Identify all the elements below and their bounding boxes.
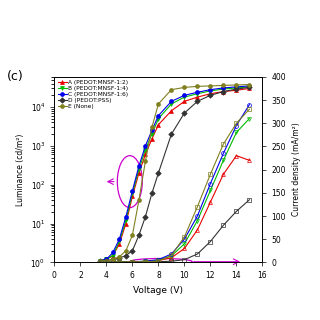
Line: D (PEDOT:PSS): D (PEDOT:PSS) [98, 85, 251, 263]
E (None) [156, 102, 160, 106]
D (PEDOT:PSS) [111, 257, 115, 261]
A (PEDOT:MNSF-1:2) [150, 137, 154, 141]
B (PEDOT:MNSF-1:4) [117, 239, 121, 243]
E (None) [247, 83, 251, 86]
E (None) [124, 249, 128, 252]
C (PEDOT:MNSF-1:6) [247, 84, 251, 88]
C (PEDOT:MNSF-1:6) [111, 251, 115, 254]
E (None) [235, 83, 238, 87]
A (PEDOT:MNSF-1:2) [156, 123, 160, 127]
A (PEDOT:MNSF-1:2) [182, 100, 186, 103]
D (PEDOT:PSS) [170, 132, 173, 136]
B (PEDOT:MNSF-1:4) [150, 132, 154, 136]
B (PEDOT:MNSF-1:4) [247, 85, 251, 89]
E (None) [105, 259, 108, 263]
D (PEDOT:PSS) [235, 87, 238, 91]
B (PEDOT:MNSF-1:4) [111, 254, 115, 258]
A (PEDOT:MNSF-1:2) [117, 242, 121, 246]
D (PEDOT:PSS) [124, 254, 128, 258]
X-axis label: Voltage (V): Voltage (V) [133, 286, 183, 295]
A (PEDOT:MNSF-1:2) [143, 153, 147, 156]
D (PEDOT:PSS) [182, 111, 186, 115]
E (None) [98, 259, 102, 263]
C (PEDOT:MNSF-1:6) [143, 144, 147, 148]
E (None) [196, 84, 199, 88]
Y-axis label: Current density (mA/m²): Current density (mA/m²) [292, 123, 300, 216]
A (PEDOT:MNSF-1:2) [131, 195, 134, 198]
D (PEDOT:PSS) [221, 90, 225, 93]
A (PEDOT:MNSF-1:2) [170, 109, 173, 113]
C (PEDOT:MNSF-1:6) [98, 259, 102, 263]
B (PEDOT:MNSF-1:4) [143, 148, 147, 152]
D (PEDOT:PSS) [117, 256, 121, 260]
A (PEDOT:MNSF-1:2) [209, 92, 212, 96]
Line: B (PEDOT:MNSF-1:4): B (PEDOT:MNSF-1:4) [98, 85, 251, 263]
A (PEDOT:MNSF-1:2) [235, 88, 238, 92]
B (PEDOT:MNSF-1:4) [209, 89, 212, 93]
Legend: A (PEDOT:MNSF-1:2), B (PEDOT:MNSF-1:4), C (PEDOT:MNSF-1:6), D (PEDOT:PSS), E (No: A (PEDOT:MNSF-1:2), B (PEDOT:MNSF-1:4), … [57, 80, 129, 110]
B (PEDOT:MNSF-1:4) [131, 191, 134, 195]
C (PEDOT:MNSF-1:6) [235, 85, 238, 89]
C (PEDOT:MNSF-1:6) [209, 88, 212, 92]
D (PEDOT:PSS) [247, 85, 251, 89]
B (PEDOT:MNSF-1:4) [105, 257, 108, 261]
Y-axis label: Luminance (cd/m²): Luminance (cd/m²) [16, 133, 25, 206]
Line: E (None): E (None) [98, 83, 251, 263]
C (PEDOT:MNSF-1:6) [150, 129, 154, 132]
E (None) [150, 125, 154, 129]
Text: (c): (c) [6, 70, 23, 84]
D (PEDOT:PSS) [156, 171, 160, 175]
A (PEDOT:MNSF-1:2) [105, 257, 108, 261]
E (None) [170, 88, 173, 92]
C (PEDOT:MNSF-1:6) [156, 114, 160, 117]
D (PEDOT:PSS) [143, 215, 147, 219]
A (PEDOT:MNSF-1:2) [124, 222, 128, 226]
E (None) [111, 257, 115, 261]
C (PEDOT:MNSF-1:6) [131, 189, 134, 193]
E (None) [143, 159, 147, 163]
B (PEDOT:MNSF-1:4) [182, 95, 186, 99]
A (PEDOT:MNSF-1:2) [221, 90, 225, 93]
B (PEDOT:MNSF-1:4) [221, 87, 225, 91]
Line: C (PEDOT:MNSF-1:6): C (PEDOT:MNSF-1:6) [98, 84, 251, 263]
D (PEDOT:PSS) [209, 93, 212, 97]
C (PEDOT:MNSF-1:6) [196, 90, 199, 94]
D (PEDOT:PSS) [98, 259, 102, 263]
B (PEDOT:MNSF-1:4) [98, 259, 102, 263]
B (PEDOT:MNSF-1:4) [170, 102, 173, 106]
C (PEDOT:MNSF-1:6) [117, 237, 121, 241]
D (PEDOT:PSS) [131, 249, 134, 252]
C (PEDOT:MNSF-1:6) [182, 93, 186, 97]
E (None) [131, 233, 134, 237]
D (PEDOT:PSS) [196, 100, 199, 103]
A (PEDOT:MNSF-1:2) [196, 95, 199, 99]
C (PEDOT:MNSF-1:6) [221, 86, 225, 90]
B (PEDOT:MNSF-1:4) [124, 219, 128, 222]
C (PEDOT:MNSF-1:6) [105, 257, 108, 261]
A (PEDOT:MNSF-1:2) [137, 171, 141, 175]
C (PEDOT:MNSF-1:6) [170, 100, 173, 103]
D (PEDOT:PSS) [150, 191, 154, 195]
E (None) [137, 198, 141, 202]
A (PEDOT:MNSF-1:2) [111, 254, 115, 258]
B (PEDOT:MNSF-1:4) [156, 117, 160, 121]
D (PEDOT:PSS) [137, 233, 141, 237]
D (PEDOT:PSS) [105, 259, 108, 263]
C (PEDOT:MNSF-1:6) [124, 215, 128, 219]
E (None) [221, 84, 225, 87]
C (PEDOT:MNSF-1:6) [137, 164, 141, 168]
E (None) [117, 255, 121, 259]
E (None) [209, 84, 212, 88]
Line: A (PEDOT:MNSF-1:2): A (PEDOT:MNSF-1:2) [98, 86, 251, 263]
A (PEDOT:MNSF-1:2) [98, 259, 102, 263]
B (PEDOT:MNSF-1:4) [137, 167, 141, 171]
E (None) [182, 85, 186, 89]
B (PEDOT:MNSF-1:4) [235, 86, 238, 90]
A (PEDOT:MNSF-1:2) [247, 87, 251, 91]
B (PEDOT:MNSF-1:4) [196, 92, 199, 96]
